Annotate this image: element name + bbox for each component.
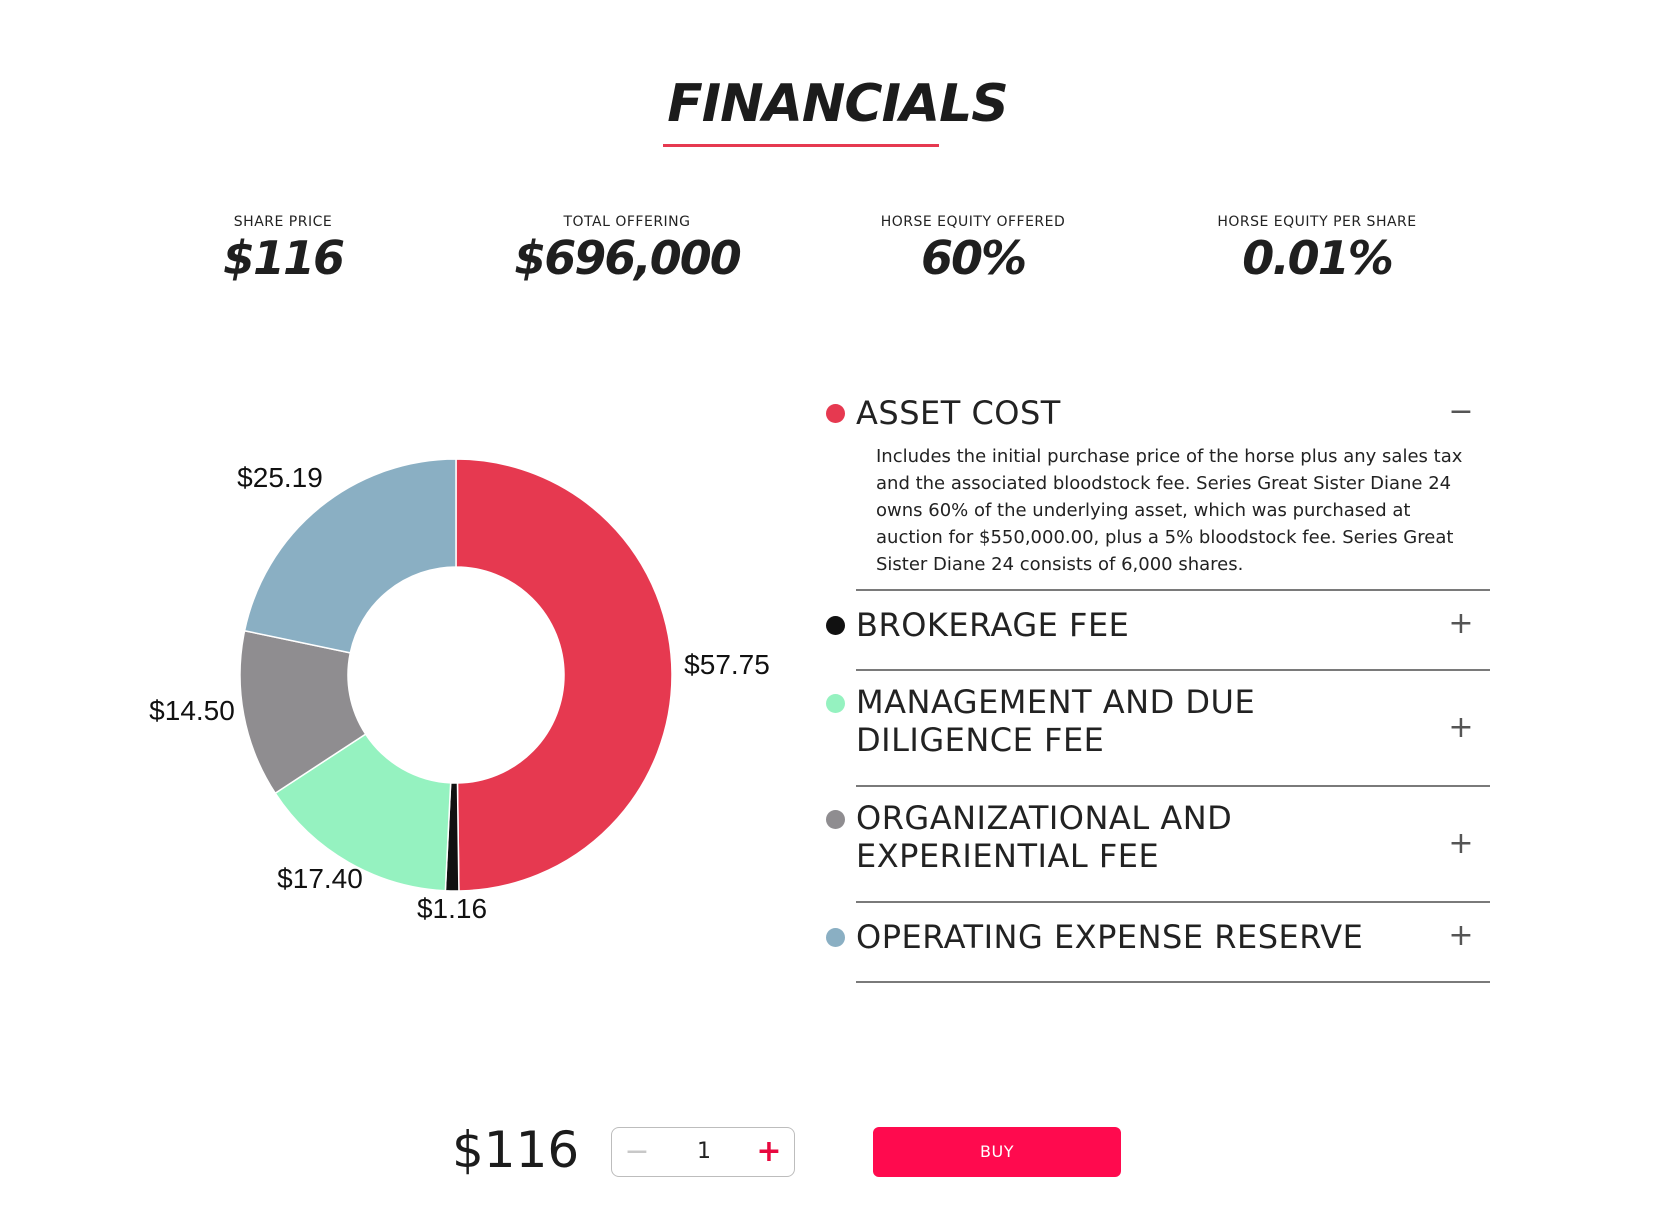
data-label-management-fee: $17.40 (277, 863, 363, 894)
stat-share-price: SHARE PRICE $116 (103, 214, 463, 282)
accordion-title: MANAGEMENT AND DUE DILIGENCE FEE (856, 683, 1256, 759)
stat-label: SHARE PRICE (233, 214, 333, 230)
color-dot-icon (826, 694, 845, 713)
stat-label: HORSE EQUITY OFFERED (880, 214, 1066, 230)
stat-value: $696,000 (514, 231, 742, 285)
accordion-body: Includes the initial purchase price of t… (876, 446, 1463, 575)
data-label-asset-cost: $57.75 (684, 649, 770, 680)
title-underline (663, 144, 939, 147)
donut-slice-asset-cost (455, 458, 673, 892)
buy-button[interactable]: BUY (873, 1127, 1121, 1177)
expand-icon[interactable]: + (1448, 918, 1474, 953)
divider (856, 901, 1490, 903)
color-dot-icon (826, 404, 845, 423)
accordion-title: BROKERAGE FEE (856, 606, 1130, 644)
quantity-input[interactable]: 1 (697, 1139, 711, 1164)
expand-icon[interactable]: + (1448, 826, 1474, 861)
donut-slice-brokerage-fee (444, 782, 460, 892)
data-label-brokerage-fee: $1.16 (417, 893, 487, 924)
accordion-title: ASSET COST (856, 394, 1061, 432)
total-price: $116 (452, 1121, 580, 1179)
color-dot-icon (826, 928, 845, 947)
stat-value: $116 (222, 231, 345, 285)
stat-label: HORSE EQUITY PER SHARE (1217, 214, 1417, 230)
divider (856, 981, 1490, 983)
expand-icon[interactable]: + (1448, 606, 1474, 641)
color-dot-icon (826, 810, 845, 829)
quantity-stepper: − 1 + (611, 1127, 795, 1177)
divider (856, 589, 1490, 591)
accordion-title: ORGANIZATIONAL AND EXPERIENTIAL FEE (856, 799, 1233, 875)
stat-value: 0.01% (1242, 231, 1394, 285)
donut-slice-organizational-fee (239, 629, 367, 795)
divider (856, 785, 1490, 787)
stat-value: 60% (920, 231, 1027, 285)
divider (856, 669, 1490, 671)
decrement-button[interactable]: − (624, 1134, 650, 1169)
accordion-title: OPERATING EXPENSE RESERVE (856, 918, 1364, 956)
collapse-icon[interactable]: − (1448, 394, 1474, 429)
data-label-organizational-fee: $14.50 (149, 695, 235, 726)
stat-horse-equity-per-share: HORSE EQUITY PER SHARE 0.01% (1137, 214, 1497, 282)
stat-label: TOTAL OFFERING (563, 214, 691, 230)
color-dot-icon (826, 616, 845, 635)
donut-slice-operating-reserve (243, 458, 457, 654)
donut-slice-management-fee (274, 733, 452, 892)
page-title: FINANCIALS (667, 74, 1009, 134)
expand-icon[interactable]: + (1448, 710, 1474, 745)
data-label-operating-reserve: $25.19 (237, 462, 323, 493)
increment-button[interactable]: + (756, 1134, 782, 1169)
stat-horse-equity-offered: HORSE EQUITY OFFERED 60% (793, 214, 1153, 282)
stat-total-offering: TOTAL OFFERING $696,000 (447, 214, 807, 282)
